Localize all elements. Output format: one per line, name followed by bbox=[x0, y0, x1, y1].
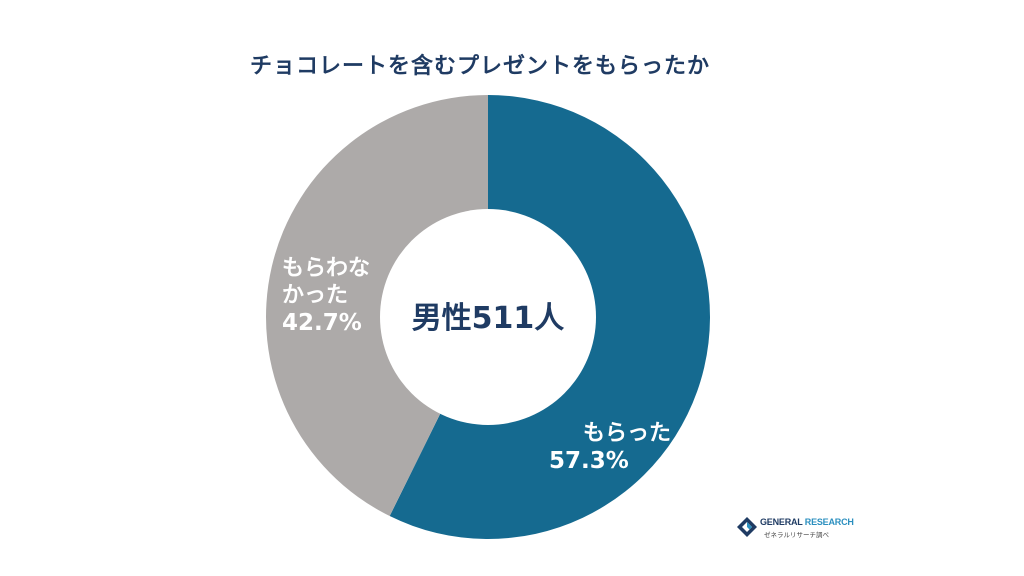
slice-value-label-0: 57.3% bbox=[549, 448, 629, 474]
pie-slice-1 bbox=[266, 95, 488, 517]
chart-title: チョコレートを含むプレゼントをもらったか bbox=[249, 54, 710, 79]
slice-label-0-line-0: もらった bbox=[583, 421, 671, 446]
slice-value-label-1: 42.7% bbox=[282, 310, 362, 336]
logo-name-research: RESEARCH bbox=[804, 517, 854, 527]
slice-label-1-line-0: もらわな bbox=[282, 256, 370, 281]
center-label: 男性511人 bbox=[412, 301, 565, 336]
logo-mark-icon bbox=[737, 517, 757, 537]
logo-name-general: GENERAL bbox=[760, 517, 803, 527]
logo-name: GENERAL RESEARCH bbox=[760, 517, 854, 527]
donut-hole bbox=[380, 209, 596, 425]
brand-logo: GENERAL RESEARCH ゼネラルリサーチ調べ bbox=[736, 514, 854, 542]
slice-label-1-line-1: かった bbox=[282, 283, 348, 308]
logo-subtitle: ゼネラルリサーチ調べ bbox=[764, 531, 829, 539]
